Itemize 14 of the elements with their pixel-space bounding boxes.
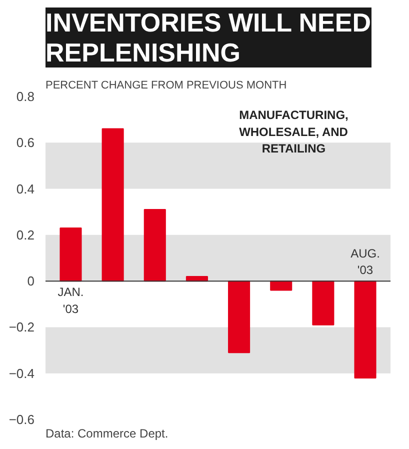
chart-title: INVENTORIES WILL NEED REPLENISHING xyxy=(46,8,372,68)
y-tick-label: 0.8 xyxy=(16,89,35,104)
x-tick-label: AUG. '03 xyxy=(350,246,380,278)
y-tick-label: 0.2 xyxy=(16,227,35,242)
y-axis-title: PERCENT CHANGE FROM PREVIOUS MONTH xyxy=(46,80,287,92)
y-tick-label: 0 xyxy=(27,274,35,289)
y-tick-label: −0.2 xyxy=(8,320,35,335)
annotation: MANUFACTURING, WHOLESALE, AND RETAILING xyxy=(239,108,348,156)
y-tick-label: 0.6 xyxy=(16,135,35,150)
text: Data: Commerce Dept. xyxy=(46,426,168,440)
y-tick-label: 0.4 xyxy=(16,181,35,196)
y-tick-label: −0.6 xyxy=(8,412,35,427)
y-tick-label: −0.4 xyxy=(8,366,35,381)
x-tick-label: JAN. '03 xyxy=(58,285,84,316)
